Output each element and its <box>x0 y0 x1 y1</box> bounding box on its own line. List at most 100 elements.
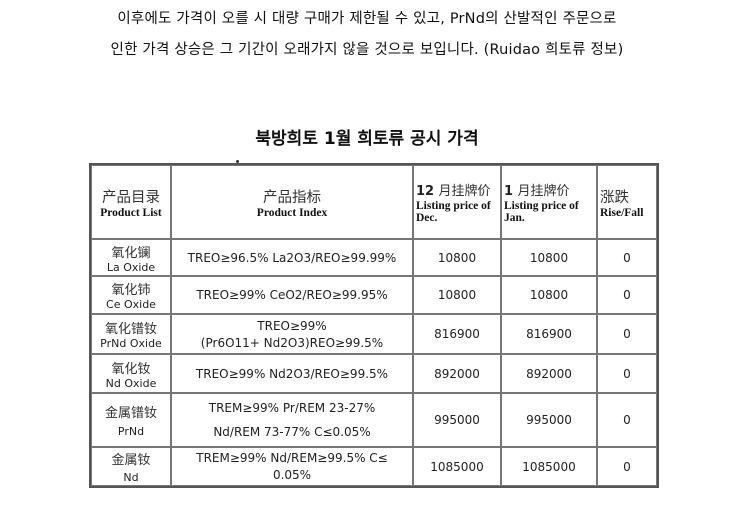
table-title: 북방희토 1월 희토류 공시 가격 <box>255 129 479 149</box>
jan-price-cell: 892000 <box>501 354 597 393</box>
change-value: 0 <box>623 459 631 474</box>
change-value: 0 <box>623 250 631 265</box>
product-name-zh: 氧化镨钕 <box>104 322 157 337</box>
product-index-line-2: (Pr6O11+ Nd2O3)REO≥99.5% <box>200 335 384 350</box>
product-name-en: PrNd <box>117 425 145 438</box>
product-name-zh: 氧化钕 <box>111 361 151 377</box>
product-name-zh: 金属镨钕 <box>104 406 157 421</box>
header-dec-price-en: Listing price of Dec. <box>416 200 491 224</box>
product-name-en: Ce Oxide <box>106 298 156 311</box>
header-dec-month: 12 <box>416 184 435 199</box>
dec-price-cell: 995000 <box>413 393 501 447</box>
product-name-en: Nd Oxide <box>105 376 157 390</box>
product-name-cell: 金属镨钕 PrNd <box>91 393 171 447</box>
product-name-en: La Oxide <box>106 260 156 274</box>
header-rise-fall: 涨跌 Rise/Fall <box>597 165 657 239</box>
change-cell: 0 <box>597 447 657 486</box>
jan-price-cell: 816900 <box>501 314 597 354</box>
change-value: 0 <box>623 327 631 341</box>
change-value: 0 <box>623 366 631 381</box>
dec-price-cell: 10800 <box>413 276 501 314</box>
paragraph-line-1: 이후에도 가격이 오를 시 대량 구매가 제한될 수 있고, PrNd의 산발적… <box>117 11 617 27</box>
change-value: 0 <box>623 288 631 302</box>
header-product-list: 产品目录 Product List <box>91 165 171 239</box>
jan-price-value: 10800 <box>529 250 569 265</box>
header-jan-month: 1 <box>504 184 514 199</box>
jan-price-cell: 10800 <box>501 276 597 314</box>
change-cell: 0 <box>597 239 657 276</box>
header-product-index: 产品指标 Product Index <box>171 165 413 239</box>
jan-price-value: 1085000 <box>522 459 576 474</box>
product-name-en: Nd <box>123 471 139 484</box>
product-index-line-1: TREO≥99% CeO2/REO≥99.95% <box>196 288 388 302</box>
table-row: 氧化镨钕 PrNd Oxide TREO≥99% (Pr6O11+ Nd2O3)… <box>91 314 657 354</box>
jan-price-cell: 10800 <box>501 239 597 276</box>
header-jan-price-zh: 1 月挂牌价 <box>504 180 596 200</box>
change-cell: 0 <box>597 354 657 393</box>
product-index-line-1: TREO≥99% Nd2O3/REO≥99.5% <box>195 366 389 381</box>
jan-price-value: 892000 <box>526 366 572 381</box>
product-index-cell: TREO≥99% Nd2O3/REO≥99.5% <box>171 354 413 393</box>
product-index-line-2: 0.05% <box>272 468 312 482</box>
product-name-cell: 氧化镧 La Oxide <box>91 239 171 276</box>
product-index-line-1: TREM≥99% Nd/REM≥99.5% C≤ <box>196 451 388 465</box>
change-cell: 0 <box>597 276 657 314</box>
dec-price-cell: 892000 <box>413 354 501 393</box>
table-row: 金属钕 Nd TREM≥99% Nd/REM≥99.5% C≤ 0.05% 10… <box>91 447 657 486</box>
dec-price-value: 1085000 <box>430 459 484 474</box>
jan-price-value: 816900 <box>526 327 572 341</box>
stray-dot <box>236 160 239 163</box>
dec-price-value: 892000 <box>434 366 480 381</box>
header-product-index-en: Product Index <box>256 206 328 219</box>
product-index-line-1: TREO≥99% <box>257 318 327 333</box>
product-index-cell: TREO≥99% (Pr6O11+ Nd2O3)REO≥99.5% <box>171 314 413 354</box>
table-header-row: 产品目录 Product List 产品指标 Product Index 12 … <box>91 165 657 239</box>
table-row: 金属镨钕 PrNd TREM≥99% Pr/REM 23-27% Nd/REM … <box>91 393 657 447</box>
product-name-en: PrNd Oxide <box>100 337 162 350</box>
change-cell: 0 <box>597 393 657 447</box>
product-name-zh: 氧化镧 <box>111 245 151 261</box>
jan-price-cell: 995000 <box>501 393 597 447</box>
header-jan-label: 月挂牌价 <box>517 184 570 199</box>
product-index-cell: TREO≥96.5% La2O3/REO≥99.99% <box>171 239 413 276</box>
jan-price-cell: 1085000 <box>501 447 597 486</box>
header-product-list-zh: 产品目录 <box>102 189 160 206</box>
product-index-cell: TREM≥99% Nd/REM≥99.5% C≤ 0.05% <box>171 447 413 486</box>
change-cell: 0 <box>597 314 657 354</box>
product-name-cell: 氧化铈 Ce Oxide <box>91 276 171 314</box>
product-name-cell: 金属钕 Nd <box>91 447 171 486</box>
product-name-cell: 氧化钕 Nd Oxide <box>91 354 171 393</box>
header-rise-fall-zh: 涨跌 <box>600 189 629 206</box>
header-jan-price: 1 月挂牌价 Listing price of Jan. <box>501 165 597 239</box>
header-dec-price: 12 月挂牌价 Listing price of Dec. <box>413 165 501 239</box>
dec-price-cell: 1085000 <box>413 447 501 486</box>
product-index-line-1: TREM≥99% Pr/REM 23-27% <box>208 401 376 415</box>
product-index-line-2: Nd/REM 73-77% C≤0.05% <box>213 425 371 439</box>
product-name-zh: 金属钕 <box>111 453 151 468</box>
dec-price-cell: 816900 <box>413 314 501 354</box>
jan-price-value: 10800 <box>529 288 569 302</box>
product-index-cell: TREM≥99% Pr/REM 23-27% Nd/REM 73-77% C≤0… <box>171 393 413 447</box>
price-table: 产品目录 Product List 产品指标 Product Index 12 … <box>89 163 659 488</box>
table-row: 氧化钕 Nd Oxide TREO≥99% Nd2O3/REO≥99.5% 89… <box>91 354 657 393</box>
dec-price-value: 995000 <box>434 413 480 427</box>
product-index-cell: TREO≥99% CeO2/REO≥99.95% <box>171 276 413 314</box>
paragraph-line-2: 인한 가격 상승은 그 기간이 오래가지 않을 것으로 보입니다. (Ruida… <box>110 42 624 58</box>
header-dec-label: 月挂牌价 <box>438 184 491 199</box>
dec-price-cell: 10800 <box>413 239 501 276</box>
header-product-index-zh: 产品指标 <box>263 189 321 206</box>
change-value: 0 <box>623 413 631 427</box>
dec-price-value: 816900 <box>434 327 480 341</box>
product-name-cell: 氧化镨钕 PrNd Oxide <box>91 314 171 354</box>
header-product-list-en: Product List <box>100 206 162 219</box>
product-index-line-1: TREO≥96.5% La2O3/REO≥99.99% <box>187 250 397 265</box>
product-name-zh: 氧化铈 <box>111 283 151 298</box>
header-dec-price-zh: 12 月挂牌价 <box>416 180 500 200</box>
jan-price-value: 995000 <box>526 413 572 427</box>
table-row: 氧化镧 La Oxide TREO≥96.5% La2O3/REO≥99.99%… <box>91 239 657 276</box>
table-row: 氧化铈 Ce Oxide TREO≥99% CeO2/REO≥99.95% 10… <box>91 276 657 314</box>
dec-price-value: 10800 <box>437 288 477 302</box>
header-rise-fall-en: Rise/Fall <box>600 206 644 219</box>
dec-price-value: 10800 <box>437 250 477 265</box>
header-jan-price-en: Listing price of Jan. <box>504 200 579 224</box>
